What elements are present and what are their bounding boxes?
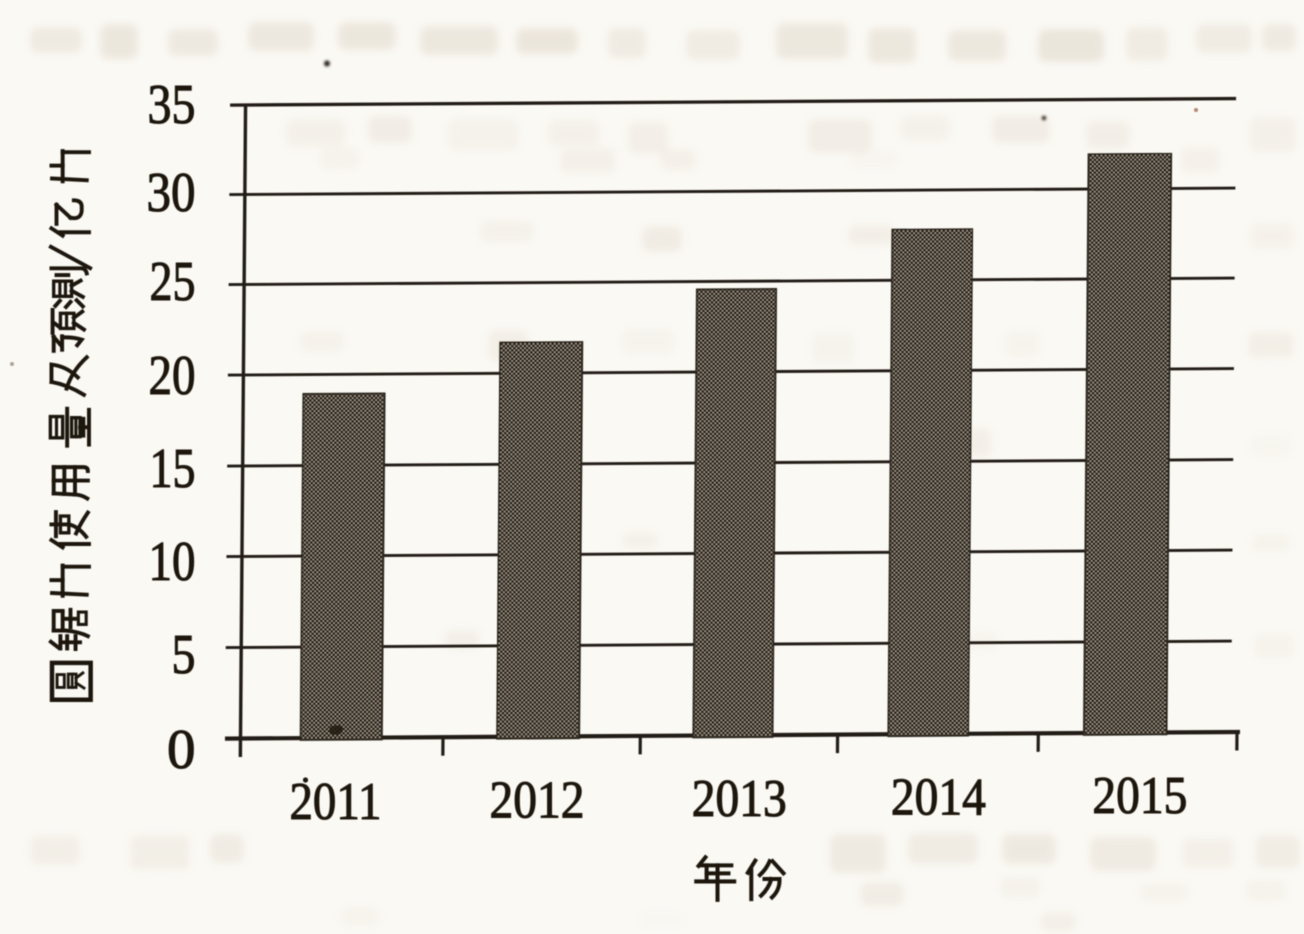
svg-text:20: 20 <box>149 345 196 407</box>
svg-text:15: 15 <box>150 438 196 500</box>
svg-text:2014: 2014 <box>891 769 986 827</box>
svg-text:5: 5 <box>172 624 196 686</box>
svg-text:2013: 2013 <box>692 770 787 828</box>
svg-text:10: 10 <box>149 531 196 593</box>
svg-text:30: 30 <box>147 162 196 224</box>
svg-text:2011: 2011 <box>290 773 382 831</box>
svg-text:35: 35 <box>148 74 196 136</box>
svg-text:0: 0 <box>167 719 196 781</box>
svg-text:2012: 2012 <box>490 772 585 830</box>
svg-text:2015: 2015 <box>1092 767 1187 825</box>
svg-text:25: 25 <box>150 251 196 313</box>
